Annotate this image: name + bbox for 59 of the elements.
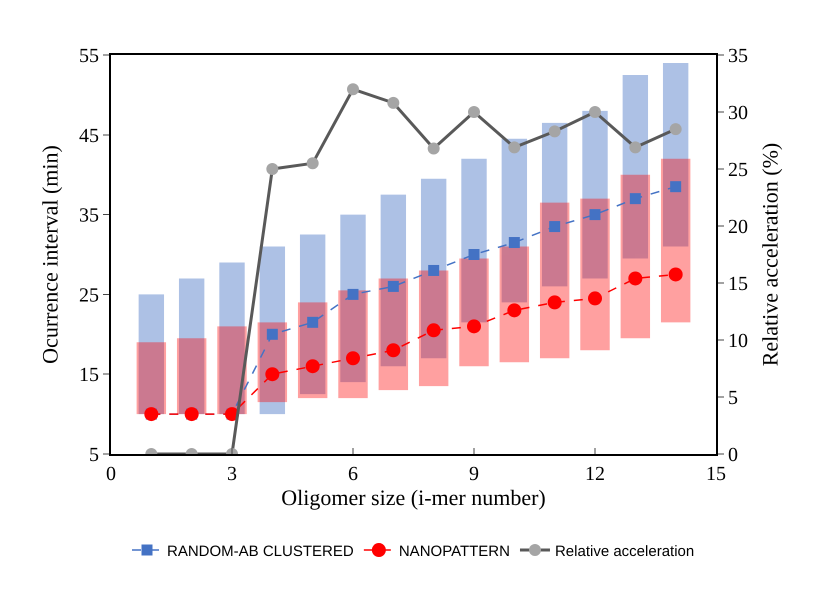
- point: [348, 288, 358, 300]
- point: [266, 328, 278, 340]
- y2-tick-label: 30: [728, 102, 748, 124]
- bar: [418, 270, 448, 386]
- x-tick-label: 6: [348, 463, 358, 485]
- y2-tick-label: 5: [728, 387, 738, 409]
- y2-tick-label: 35: [728, 45, 748, 67]
- point: [507, 303, 522, 318]
- x-axis-title: Oligomer size (i-mer number): [281, 485, 546, 510]
- y-tick-label: 25: [79, 284, 99, 306]
- x-tick-label: 15: [706, 463, 726, 485]
- bar: [258, 322, 288, 402]
- point: [630, 193, 641, 204]
- point: [548, 295, 562, 310]
- point: [549, 221, 560, 232]
- point: [468, 249, 480, 260]
- y-tick-label: 5: [89, 444, 99, 466]
- point: [590, 209, 600, 220]
- y-tick-label: 55: [79, 45, 99, 67]
- y2-tick-label: 20: [728, 216, 748, 238]
- point: [386, 343, 400, 358]
- y-tick-label: 15: [79, 364, 99, 386]
- point: [428, 264, 440, 276]
- point: [467, 319, 481, 334]
- y2-tick-label: 10: [728, 330, 748, 352]
- bar: [540, 202, 570, 358]
- point: [628, 271, 642, 286]
- bar: [298, 302, 328, 398]
- x-tick-label: 3: [227, 463, 237, 485]
- point: [388, 280, 399, 292]
- y-tick-label: 35: [79, 204, 99, 227]
- point: [307, 316, 318, 328]
- x-tick-label: 9: [469, 463, 479, 485]
- point: [306, 359, 320, 374]
- y-tick-label: 45: [79, 124, 99, 147]
- bar: [338, 290, 368, 398]
- legend-label: RANDOM-AB CLUSTERED: [167, 542, 354, 560]
- y-axis-title: Ocurrence interval (min): [37, 145, 62, 364]
- point: [346, 351, 360, 366]
- point: [588, 291, 602, 306]
- y2-tick-label: 15: [728, 273, 748, 295]
- point: [670, 181, 682, 192]
- x-tick-label: 0: [106, 463, 116, 485]
- bar: [620, 174, 650, 338]
- point: [426, 323, 441, 338]
- legend-label: Relative acceleration: [554, 542, 694, 560]
- point: [668, 267, 683, 282]
- bar: [378, 278, 408, 390]
- y2-tick-label: 0: [728, 444, 738, 466]
- bar: [660, 158, 690, 322]
- x-tick-label: 12: [585, 463, 605, 485]
- bar: [459, 258, 489, 366]
- y2-axis-title: Relative acceleration (%): [757, 142, 782, 366]
- legend-label: NANOPATTERN: [398, 542, 510, 560]
- bar: [500, 246, 530, 362]
- point: [508, 237, 520, 248]
- y2-tick-label: 25: [728, 159, 748, 181]
- bar: [580, 198, 610, 350]
- point: [265, 367, 280, 382]
